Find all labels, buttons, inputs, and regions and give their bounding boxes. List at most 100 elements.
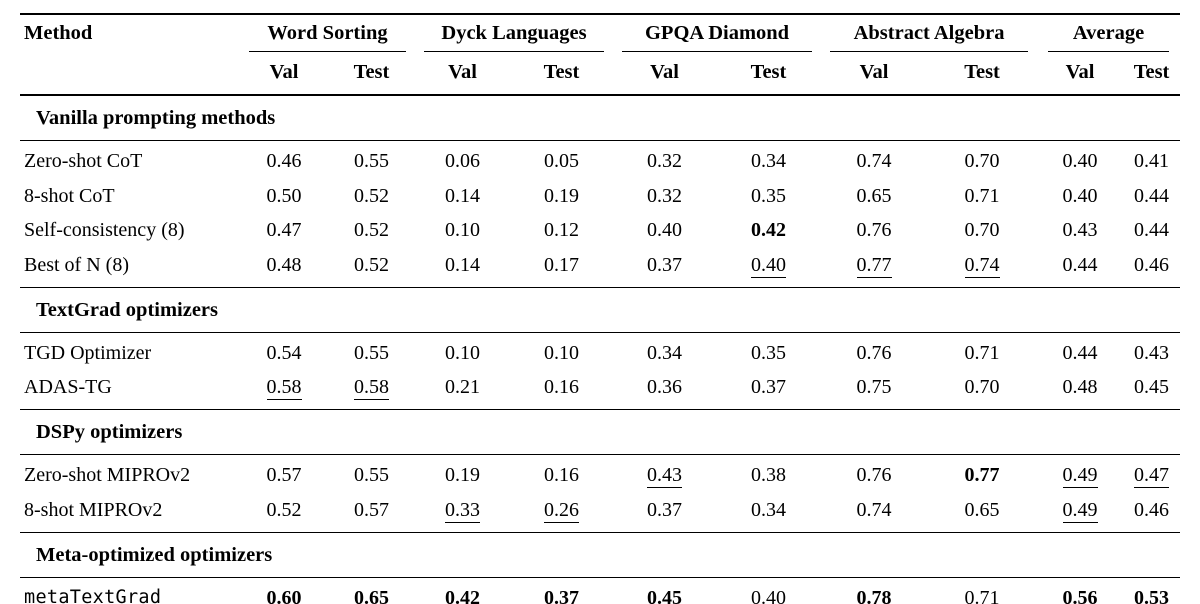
value-cell: 0.44 (1037, 248, 1123, 288)
value-text: 0.40 (647, 219, 683, 241)
value-text: 0.76 (856, 341, 892, 364)
value-cell: 0.45 (613, 577, 716, 604)
value-cell: 0.78 (821, 577, 927, 604)
value-text: 0.38 (751, 464, 787, 486)
value-text: 0.52 (354, 184, 389, 207)
value-text: 0.55 (354, 341, 389, 364)
value-cell: 0.05 (510, 141, 613, 179)
value-cell: 0.47 (240, 213, 328, 248)
value-text: 0.78 (856, 586, 892, 604)
value-cell: 0.49 (1037, 455, 1123, 493)
value-cell: 0.16 (510, 455, 613, 493)
col-group-gpqa-diamond: GPQA Diamond (613, 14, 821, 52)
value-text: 0.49 (1062, 464, 1098, 488)
section-header-row: DSPy optimizers (20, 409, 1181, 455)
section-header-row: TextGrad optimizers (20, 286, 1181, 333)
section-header-row: Vanilla prompting methods (20, 94, 1181, 141)
value-text: 0.54 (266, 341, 302, 364)
col-group-dyck-languages: Dyck Languages (415, 14, 613, 52)
value-cell: 0.16 (510, 370, 613, 410)
value-text: 0.44 (1062, 253, 1098, 276)
value-text: 0.10 (445, 341, 481, 364)
section-title: Meta-optimized optimizers (20, 531, 1181, 578)
value-text: 0.57 (266, 464, 302, 486)
value-cell: 0.32 (613, 179, 716, 214)
value-text: 0.34 (751, 498, 787, 521)
value-text: 0.70 (964, 219, 1000, 241)
table-row: Zero-shot MIPROv2 0.57 0.55 0.19 0.16 0.43 0.3… (20, 455, 1180, 493)
group-label-dyck-languages: Dyck Languages (424, 20, 605, 52)
col-group-abstract-algebra: Abstract Algebra (821, 14, 1037, 52)
method-name: TGD Optimizer (24, 341, 152, 364)
value-cell: 0.49 (1037, 493, 1123, 533)
value-text: 0.47 (1134, 464, 1170, 488)
value-cell: 0.46 (1123, 248, 1180, 288)
value-cell: 0.37 (510, 577, 613, 604)
value-text: 0.52 (354, 253, 389, 276)
value-cell: 0.48 (1037, 370, 1123, 410)
value-cell: 0.55 (328, 455, 415, 493)
value-cell: 0.35 (716, 332, 821, 370)
value-text: 0.06 (445, 150, 481, 172)
value-text: 0.45 (647, 586, 683, 604)
value-cell: 0.54 (240, 332, 328, 370)
value-text: 0.37 (544, 586, 580, 604)
value-cell: 0.60 (240, 577, 328, 604)
value-cell: 0.71 (927, 577, 1037, 604)
value-text: 0.21 (445, 376, 481, 398)
value-cell: 0.35 (716, 179, 821, 214)
value-text: 0.53 (1134, 586, 1170, 604)
value-cell: 0.57 (328, 493, 415, 533)
table-row: 8-shot CoT 0.50 0.52 0.14 0.19 0.32 0.35 0.65 0.… (20, 179, 1180, 214)
value-cell: 0.52 (328, 213, 415, 248)
value-text: 0.17 (544, 253, 580, 276)
value-cell: 0.10 (510, 332, 613, 370)
value-cell: 0.44 (1123, 213, 1180, 248)
value-text: 0.71 (964, 341, 1000, 364)
value-cell: 0.36 (613, 370, 716, 410)
value-cell: 0.76 (821, 213, 927, 248)
value-text: 0.74 (856, 498, 892, 521)
value-cell: 0.70 (927, 141, 1037, 179)
value-text: 0.19 (544, 184, 580, 207)
value-text: 0.43 (647, 464, 683, 488)
value-cell: 0.76 (821, 455, 927, 493)
value-text: 0.10 (445, 219, 481, 241)
section-header-row: Meta-optimized optimizers (20, 531, 1181, 578)
value-cell: 0.40 (613, 213, 716, 248)
table-row: TGD Optimizer 0.54 0.55 0.10 0.10 0.34 0.35 0.7… (20, 332, 1180, 370)
value-cell: 0.71 (927, 179, 1037, 214)
value-text: 0.74 (856, 150, 892, 172)
subcol-word-sorting-test: Test (328, 52, 416, 96)
value-cell: 0.74 (821, 141, 927, 179)
value-text: 0.05 (544, 150, 580, 172)
value-text: 0.16 (544, 464, 580, 486)
value-text: 0.71 (964, 184, 1000, 207)
value-cell: 0.56 (1037, 577, 1123, 604)
value-cell: 0.06 (415, 141, 510, 179)
table-header: Method Word Sorting Dyck Languages GPQA … (20, 14, 1181, 96)
value-cell: 0.42 (415, 577, 510, 604)
value-cell: 0.33 (415, 493, 510, 533)
value-text: 0.12 (544, 219, 580, 241)
value-cell: 0.71 (927, 332, 1037, 370)
subcol-average-test: Test (1123, 52, 1181, 96)
subcol-dyck-languages-test: Test (510, 52, 614, 96)
value-cell: 0.44 (1123, 179, 1180, 214)
value-text: 0.37 (647, 253, 683, 276)
value-cell: 0.55 (328, 141, 415, 179)
method-name: 8-shot CoT (24, 184, 115, 207)
method-name: Best of N (8) (24, 253, 129, 276)
value-text: 0.40 (1062, 150, 1098, 172)
value-text: 0.65 (354, 586, 389, 604)
value-text: 0.55 (354, 464, 389, 486)
value-text: 0.77 (856, 253, 892, 278)
value-cell: 0.41 (1123, 141, 1180, 179)
value-cell: 0.34 (716, 141, 821, 179)
value-text: 0.43 (1134, 341, 1170, 364)
value-text: 0.45 (1134, 376, 1170, 398)
subcol-dyck-languages-val: Val (415, 52, 511, 96)
value-text: 0.58 (266, 376, 302, 400)
value-cell: 0.44 (1037, 332, 1123, 370)
